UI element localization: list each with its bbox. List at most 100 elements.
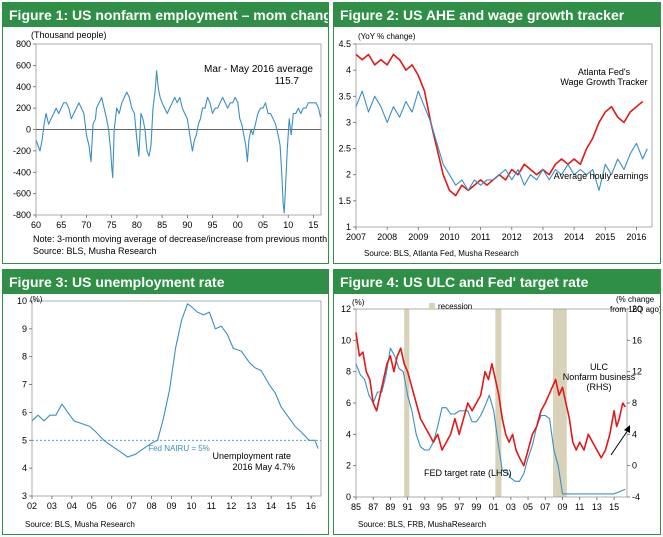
y-tick-label: 3	[22, 491, 27, 501]
y2-axis-label: (% change	[616, 295, 655, 304]
y2-tick-label: 16	[632, 335, 642, 345]
x-tick-label: 99	[471, 502, 481, 512]
figure-3-chart: 3 4 5 6 7 8 9 10 02 03 04 05 06 07 08 09 10 11 12 13 14 15 16 (…	[17, 295, 322, 529]
y-tick-label: 400	[16, 82, 31, 92]
x-tick-label: 75	[107, 220, 117, 230]
x-tick-label: 08	[147, 501, 157, 511]
x-tick-label: 65	[56, 220, 66, 230]
x-tick-label: 80	[132, 220, 142, 230]
y-tick-label: 6	[346, 398, 351, 408]
x-tick-label: 60	[31, 220, 41, 230]
y-tick-label: 2	[346, 170, 351, 180]
y-tick-label: -400	[13, 167, 31, 177]
y-tick-label: 0	[26, 125, 31, 135]
y-tick-label: 8	[346, 367, 351, 377]
figure-2-chart: 1 1.5 2 2.5 3 3.5 4 4.5 2007 2008 2009 2010 2011 2012…	[338, 32, 653, 258]
y-axis-label: (Thousand people)	[31, 30, 107, 40]
y-tick-label: 3	[346, 117, 351, 127]
x-tick-label: 06	[107, 501, 117, 511]
recession-band	[553, 309, 567, 497]
x-tick-label: 85	[157, 220, 167, 230]
y-axis-label: (YoY % change)	[358, 32, 416, 41]
x-tick-label: 2011	[471, 232, 490, 242]
y-tick-label: 10	[341, 335, 351, 345]
figure-3-title: Figure 3: US unemployment rate	[3, 270, 328, 294]
note-text: Note: 3-month moving average of decrease…	[33, 234, 327, 244]
y2-axis-label-2: from 16Q ago)	[610, 305, 660, 314]
nairu-label: Fed NAIRU = 5%	[148, 444, 210, 453]
series-line-1	[355, 90, 648, 191]
y-tick-label: 5	[22, 435, 27, 445]
recession-band	[404, 309, 410, 497]
x-tick-label: 10	[283, 220, 293, 230]
x-tick-label: 87	[368, 502, 378, 512]
y2-tick-label: 4	[632, 429, 637, 439]
x-tick-label: 90	[182, 220, 192, 230]
y-tick-label: 4	[22, 463, 27, 473]
x-tick-label: 70	[81, 220, 91, 230]
series-line-0	[35, 70, 322, 214]
legend-atlanta-2: Wage Growth Tracker	[560, 77, 647, 87]
x-tick-label: 16	[306, 501, 316, 511]
x-tick-label: 2013	[533, 232, 553, 242]
y2-tick-label: 0	[632, 461, 637, 471]
y-tick-label: 12	[341, 304, 351, 314]
x-tick-label: 2009	[408, 232, 428, 242]
x-tick-label: 2014	[564, 232, 584, 242]
y2-tick-label: 12	[632, 367, 642, 377]
x-tick-label: 2007	[346, 232, 366, 242]
x-tick-label: 12	[226, 501, 236, 511]
x-tick-label: 03	[506, 502, 516, 512]
average-label: Mar - May 2016 average	[204, 64, 313, 75]
y-axis-label: (%)	[30, 295, 43, 304]
figure-4-chart: 0 2 4 6 8 10 12 -4 0 4 8 12 16 20 85 87 89 91 93 95 97 99 01 03…	[341, 295, 660, 529]
figure-3-panel: Figure 3: US unemployment rate 3 4 5 6 7 8 9 10…	[2, 269, 329, 535]
x-tick-label: 03	[47, 501, 57, 511]
x-tick-label: 95	[437, 502, 447, 512]
x-tick-label: 00	[233, 220, 243, 230]
x-tick-label: 07	[127, 501, 137, 511]
x-tick-label: 97	[454, 502, 464, 512]
x-tick-label: 05	[523, 502, 533, 512]
x-tick-label: 04	[67, 501, 77, 511]
y-tick-label: 2.5	[338, 144, 351, 154]
x-tick-label: 13	[246, 501, 256, 511]
y-tick-label: 9	[22, 324, 27, 334]
figure-1-panel: Figure 1: US nonfarm employment – mom ch…	[2, 2, 329, 264]
average-value: 115.7	[275, 76, 300, 87]
x-tick-label: 2015	[595, 232, 615, 242]
plot-frame	[31, 300, 322, 497]
y-tick-label: 10	[17, 296, 27, 306]
x-tick-label: 2010	[439, 232, 459, 242]
y-tick-label: 4.5	[338, 39, 351, 49]
legend-ahe: Average houly earnings	[554, 171, 649, 181]
recession-band	[495, 309, 502, 497]
unemployment-value: 2016 May 4.7%	[232, 462, 295, 472]
x-tick-label: 13	[592, 502, 602, 512]
ulc-label-3: (RHS)	[587, 382, 612, 392]
source-text: Source: BLS, Atlanta Fed, Musha Research	[364, 249, 519, 258]
x-tick-label: 91	[403, 502, 413, 512]
source-text: Source: BLS, Musha Research	[33, 246, 157, 256]
x-tick-label: 09	[167, 501, 177, 511]
x-tick-label: 15	[308, 220, 318, 230]
figure-1-chart: -800 -600 -400 -200 0 200 400 600 800 60 65 70 75 80 8…	[13, 30, 327, 256]
recession-legend-swatch	[429, 303, 435, 310]
x-tick-label: 11	[575, 502, 584, 512]
x-tick-label: 93	[420, 502, 430, 512]
source-text: Source: BLS, Musha Research	[25, 520, 135, 529]
figure-2-panel: Figure 2: US AHE and wage growth tracker…	[333, 2, 661, 264]
x-tick-label: 09	[557, 502, 567, 512]
y-tick-label: 600	[16, 60, 31, 70]
x-tick-label: 15	[286, 501, 296, 511]
plot-frame	[355, 43, 653, 228]
x-tick-label: 07	[540, 502, 550, 512]
y-axis-label: (%)	[352, 298, 365, 307]
y-tick-label: 200	[16, 103, 31, 113]
y-tick-label: -800	[13, 210, 31, 220]
figure-1-title: Figure 1: US nonfarm employment – mom ch…	[3, 3, 328, 27]
x-tick-label: 01	[489, 502, 499, 512]
y-tick-label: 800	[16, 39, 31, 49]
x-tick-label: 05	[258, 220, 268, 230]
x-tick-label: 11	[207, 501, 216, 511]
